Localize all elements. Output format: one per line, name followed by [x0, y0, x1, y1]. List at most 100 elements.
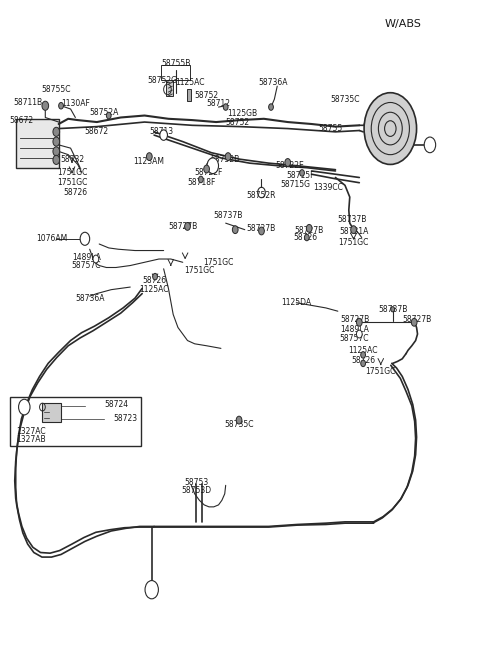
Text: 58737B: 58737B: [378, 305, 408, 314]
Circle shape: [236, 416, 242, 424]
Text: W/ABS: W/ABS: [384, 19, 421, 29]
Text: 1751GC: 1751GC: [204, 258, 234, 267]
Circle shape: [53, 127, 60, 136]
Bar: [42, 403, 61, 422]
Text: 58755C: 58755C: [41, 85, 71, 94]
Text: 58755B: 58755B: [161, 59, 190, 68]
Bar: [166, 80, 173, 96]
Circle shape: [259, 227, 264, 235]
Text: 58672: 58672: [85, 127, 109, 136]
Circle shape: [364, 93, 417, 164]
Circle shape: [306, 225, 312, 233]
Text: 58711B: 58711B: [13, 98, 42, 107]
Circle shape: [153, 273, 157, 280]
Text: 1123AM: 1123AM: [133, 157, 164, 166]
Text: 58726: 58726: [142, 276, 166, 285]
Circle shape: [304, 234, 309, 241]
Text: A: A: [22, 403, 27, 411]
Text: 1125AC: 1125AC: [175, 79, 204, 87]
Text: 58736A: 58736A: [259, 79, 288, 87]
Text: 1125GB: 1125GB: [228, 109, 257, 118]
Text: 58752R: 58752R: [247, 191, 276, 200]
Text: 1489LA: 1489LA: [340, 325, 369, 334]
Text: 58722E: 58722E: [276, 161, 304, 170]
Text: 58722F: 58722F: [195, 168, 223, 177]
Circle shape: [204, 165, 209, 173]
Text: 58732: 58732: [60, 155, 84, 164]
Text: 58735C: 58735C: [224, 420, 254, 428]
Text: 58752B: 58752B: [210, 155, 240, 164]
Circle shape: [42, 101, 48, 110]
Text: 58718F: 58718F: [188, 178, 216, 187]
Text: 1751GC: 1751GC: [57, 168, 87, 178]
Text: 1125AC: 1125AC: [139, 285, 169, 294]
Circle shape: [411, 318, 417, 326]
Text: A: A: [210, 162, 217, 173]
Circle shape: [357, 330, 362, 338]
Text: 58715G: 58715G: [281, 179, 311, 189]
Text: 58726: 58726: [294, 233, 318, 242]
Text: 58753D: 58753D: [181, 486, 211, 495]
Text: 58727B: 58727B: [340, 315, 369, 324]
Circle shape: [300, 170, 304, 176]
Circle shape: [59, 102, 63, 109]
Text: 58757C: 58757C: [340, 334, 369, 343]
Text: 58712: 58712: [206, 100, 230, 108]
Bar: [10, 398, 141, 446]
Text: 1751GC: 1751GC: [366, 367, 396, 377]
Circle shape: [185, 223, 191, 231]
Text: 58727B: 58727B: [402, 315, 431, 324]
Circle shape: [207, 158, 218, 174]
Text: 58757C: 58757C: [72, 261, 101, 270]
Text: 1489LA: 1489LA: [72, 253, 101, 261]
Bar: [161, 66, 190, 80]
Circle shape: [53, 137, 60, 146]
Text: 58752A: 58752A: [89, 108, 119, 117]
Circle shape: [269, 103, 274, 110]
Text: B: B: [427, 140, 433, 149]
Text: 1125AC: 1125AC: [348, 346, 378, 355]
Text: 58731A: 58731A: [339, 227, 368, 236]
Text: 1130AF: 1130AF: [61, 100, 90, 108]
Text: 58735C: 58735C: [330, 95, 360, 103]
Bar: [16, 119, 59, 168]
Text: B: B: [148, 585, 155, 595]
Text: 58727B: 58727B: [295, 227, 324, 235]
Circle shape: [160, 130, 168, 140]
Circle shape: [93, 255, 99, 263]
Circle shape: [199, 176, 203, 183]
Text: 58715F: 58715F: [287, 171, 315, 180]
Text: 58753: 58753: [184, 477, 208, 487]
Circle shape: [424, 137, 436, 153]
Text: 58752G: 58752G: [148, 77, 178, 85]
Circle shape: [146, 153, 152, 160]
Text: 58737B: 58737B: [214, 211, 243, 220]
Circle shape: [357, 318, 362, 326]
Circle shape: [391, 307, 395, 312]
Text: 58672: 58672: [10, 115, 34, 124]
Text: 58736A: 58736A: [75, 293, 105, 303]
Text: B: B: [149, 585, 155, 594]
Text: 1125DA: 1125DA: [281, 298, 312, 307]
Text: 58752: 58752: [226, 117, 250, 126]
Text: 1327AB: 1327AB: [16, 435, 46, 444]
Text: 1751GC: 1751GC: [184, 266, 215, 274]
Text: 58737B: 58737B: [337, 215, 367, 225]
Circle shape: [351, 226, 357, 234]
Text: 1339CC: 1339CC: [313, 183, 343, 192]
Text: 1751GC: 1751GC: [338, 238, 369, 247]
Text: 58727B: 58727B: [168, 222, 197, 231]
Circle shape: [80, 233, 90, 246]
Text: 58726: 58726: [351, 356, 375, 365]
Text: 58723: 58723: [113, 415, 138, 423]
Circle shape: [361, 360, 365, 367]
Text: 58713: 58713: [149, 127, 173, 136]
Text: 58752: 58752: [194, 91, 219, 100]
Text: 58726: 58726: [63, 188, 87, 197]
Text: 1076AM: 1076AM: [36, 234, 67, 242]
Circle shape: [225, 153, 231, 160]
Circle shape: [19, 400, 30, 415]
Circle shape: [285, 159, 290, 166]
Circle shape: [223, 103, 228, 110]
Circle shape: [53, 155, 60, 164]
